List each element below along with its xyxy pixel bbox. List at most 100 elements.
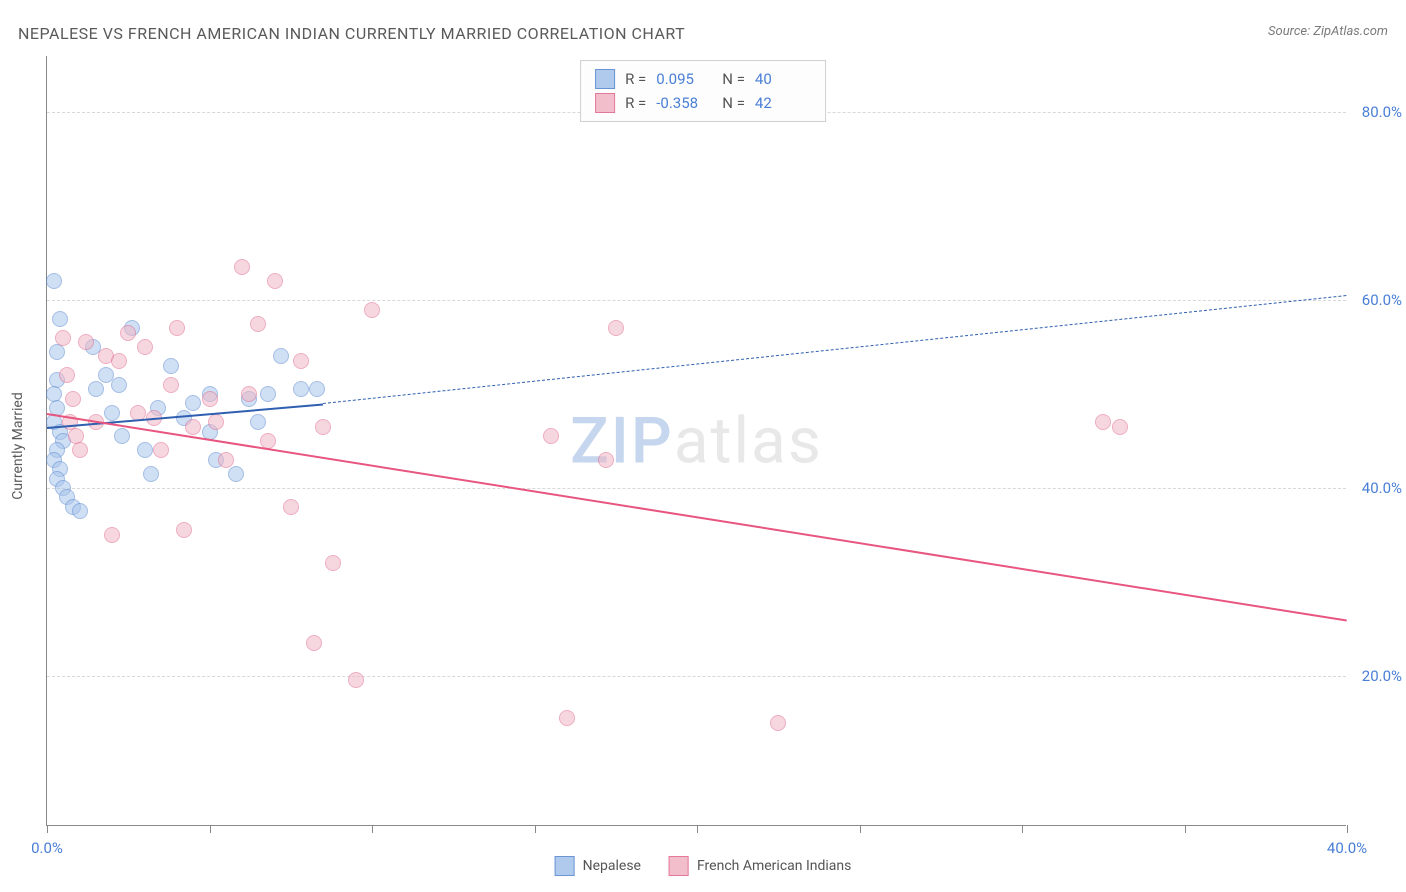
- data-point: [104, 527, 120, 543]
- data-point: [176, 522, 192, 538]
- watermark-zip: ZIP: [570, 403, 674, 478]
- data-point: [1095, 414, 1111, 430]
- legend-item: Nepalese: [555, 856, 641, 876]
- data-point: [114, 428, 130, 444]
- data-point: [202, 391, 218, 407]
- data-point: [111, 377, 127, 393]
- x-tick: [1022, 825, 1023, 833]
- correlation-chart: NEPALESE VS FRENCH AMERICAN INDIAN CURRE…: [0, 0, 1406, 892]
- data-point: [250, 414, 266, 430]
- legend-label: French American Indians: [697, 858, 851, 874]
- watermark-atlas: atlas: [674, 403, 823, 478]
- legend-swatch: [595, 93, 615, 113]
- legend-n-label: N =: [722, 94, 745, 112]
- data-point: [137, 442, 153, 458]
- x-tick: [47, 825, 48, 833]
- data-point: [46, 273, 62, 289]
- data-point: [1112, 419, 1128, 435]
- data-point: [260, 386, 276, 402]
- legend-label: Nepalese: [583, 858, 641, 874]
- legend-item: French American Indians: [669, 856, 851, 876]
- data-point: [267, 273, 283, 289]
- x-tick: [1347, 825, 1348, 833]
- data-point: [208, 414, 224, 430]
- data-point: [325, 555, 341, 571]
- data-point: [185, 419, 201, 435]
- data-point: [364, 302, 380, 318]
- data-point: [250, 316, 266, 332]
- data-point: [309, 381, 325, 397]
- legend-n-label: N =: [722, 70, 745, 88]
- data-point: [169, 320, 185, 336]
- gridline-h: [47, 488, 1346, 489]
- data-point: [283, 499, 299, 515]
- x-tick: [535, 825, 536, 833]
- x-tick: [1185, 825, 1186, 833]
- data-point: [293, 353, 309, 369]
- x-tick-label: 0.0%: [31, 839, 63, 857]
- data-point: [163, 377, 179, 393]
- data-point: [78, 334, 94, 350]
- data-point: [273, 348, 289, 364]
- legend-swatch: [555, 856, 575, 876]
- data-point: [185, 395, 201, 411]
- x-tick: [697, 825, 698, 833]
- legend-swatch: [669, 856, 689, 876]
- legend-r-value: 0.095: [656, 70, 712, 88]
- data-point: [143, 466, 159, 482]
- data-point: [543, 428, 559, 444]
- data-point: [306, 635, 322, 651]
- data-point: [770, 715, 786, 731]
- data-point: [88, 381, 104, 397]
- data-point: [104, 405, 120, 421]
- legend-n-value: 40: [755, 70, 811, 88]
- x-tick: [860, 825, 861, 833]
- correlation-legend: R = 0.095 N = 40 R = -0.358 N = 42: [580, 60, 826, 122]
- data-point: [315, 419, 331, 435]
- trend-line-dashed: [323, 295, 1347, 404]
- data-point: [608, 320, 624, 336]
- y-tick-label: 80.0%: [1350, 103, 1402, 121]
- source-attribution: Source: ZipAtlas.com: [1268, 24, 1388, 39]
- data-point: [59, 367, 75, 383]
- legend-row: R = 0.095 N = 40: [595, 67, 811, 91]
- data-point: [228, 466, 244, 482]
- gridline-h: [47, 300, 1346, 301]
- data-point: [111, 353, 127, 369]
- y-axis-title: Currently Married: [10, 392, 26, 499]
- data-point: [65, 391, 81, 407]
- data-point: [72, 503, 88, 519]
- data-point: [348, 672, 364, 688]
- data-point: [49, 344, 65, 360]
- gridline-h: [47, 676, 1346, 677]
- legend-n-value: 42: [755, 94, 811, 112]
- legend-r-label: R =: [625, 94, 646, 112]
- data-point: [55, 330, 71, 346]
- data-point: [72, 442, 88, 458]
- plot-area: ZIPatlas 20.0%40.0%60.0%80.0%0.0%40.0%: [46, 56, 1346, 826]
- data-point: [163, 358, 179, 374]
- data-point: [559, 710, 575, 726]
- y-tick-label: 40.0%: [1350, 479, 1402, 497]
- data-point: [293, 381, 309, 397]
- x-tick: [372, 825, 373, 833]
- legend-swatch: [595, 69, 615, 89]
- series-legend: Nepalese French American Indians: [555, 856, 852, 876]
- legend-r-label: R =: [625, 70, 646, 88]
- data-point: [153, 442, 169, 458]
- y-tick-label: 60.0%: [1350, 291, 1402, 309]
- trend-line: [47, 413, 1347, 622]
- chart-title: NEPALESE VS FRENCH AMERICAN INDIAN CURRE…: [18, 24, 685, 43]
- data-point: [120, 325, 136, 341]
- data-point: [234, 259, 250, 275]
- x-tick-label: 40.0%: [1327, 839, 1367, 857]
- data-point: [241, 386, 257, 402]
- legend-row: R = -0.358 N = 42: [595, 91, 811, 115]
- x-tick: [210, 825, 211, 833]
- legend-r-value: -0.358: [656, 94, 712, 112]
- y-tick-label: 20.0%: [1350, 667, 1402, 685]
- data-point: [218, 452, 234, 468]
- data-point: [52, 311, 68, 327]
- data-point: [137, 339, 153, 355]
- data-point: [598, 452, 614, 468]
